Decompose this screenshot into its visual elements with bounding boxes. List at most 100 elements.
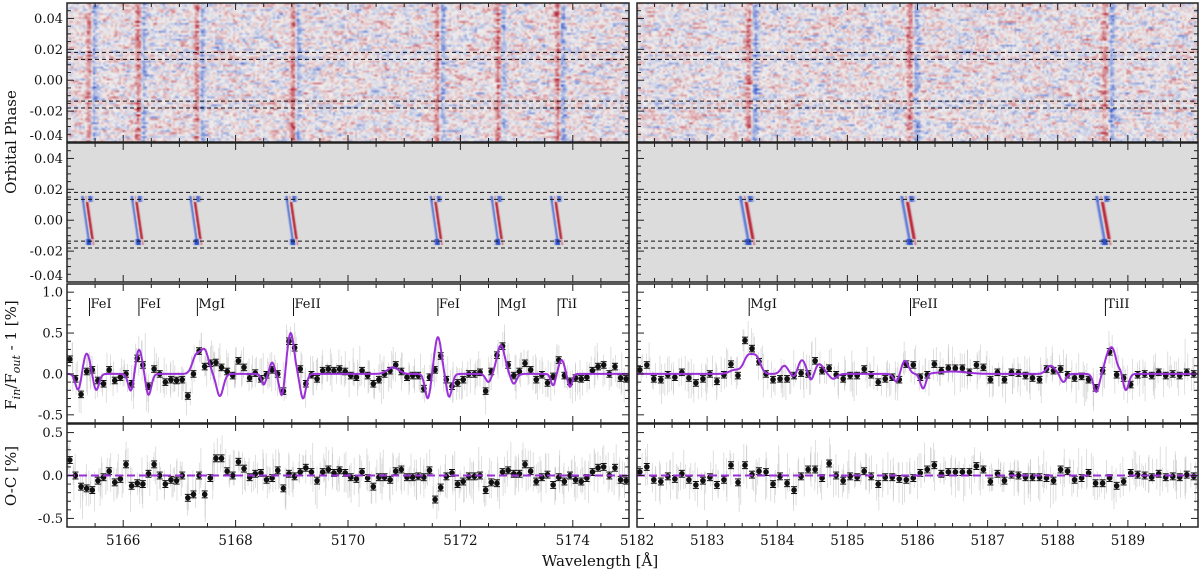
ylabel-in: in — [10, 389, 23, 400]
residual-point — [235, 458, 242, 465]
residual-point — [861, 468, 868, 475]
transmission-point — [735, 372, 741, 379]
y-tick-label: 0.02 — [34, 43, 63, 58]
model-map-right — [637, 143, 1198, 282]
transmission-point — [600, 362, 607, 368]
transmission-point — [111, 377, 118, 384]
residual-point — [945, 469, 952, 475]
transmission-point — [331, 367, 337, 374]
residual-point — [488, 479, 495, 486]
transmission-point — [297, 366, 304, 372]
transmission-point — [623, 376, 629, 382]
x-tick-label: 5172 — [443, 533, 477, 549]
residual-point — [128, 483, 135, 489]
residual-point — [134, 480, 141, 487]
transmission-point — [770, 376, 776, 383]
residual-point — [1057, 466, 1064, 473]
ylabel-out: out — [10, 355, 23, 374]
transmission-point — [201, 363, 208, 370]
panel-frame — [66, 2, 630, 143]
residual-point — [1085, 470, 1092, 476]
transmission-point — [798, 370, 804, 376]
observed-residual-map-left — [67, 3, 629, 142]
transmission-point — [482, 388, 489, 394]
residual-point — [314, 477, 320, 484]
residual-point — [931, 462, 938, 469]
residual-point — [561, 478, 568, 485]
transmission-point — [777, 376, 783, 382]
residual-point — [966, 469, 973, 475]
transmission-point — [1113, 371, 1120, 378]
transmission-point — [910, 362, 917, 368]
residual-point — [658, 478, 664, 485]
residual-point — [637, 469, 643, 475]
transmission-point — [185, 393, 191, 399]
residual-point — [364, 475, 371, 481]
x-tick-label: 5189 — [1111, 533, 1145, 549]
transmission-point — [749, 345, 755, 352]
transmission-point — [213, 359, 219, 366]
transmission-point — [83, 368, 90, 375]
ylabel-tail: - 1 [%] — [2, 300, 20, 355]
residual-point — [162, 481, 169, 487]
transmission-point — [218, 364, 225, 371]
transmission-point — [686, 375, 692, 381]
residual-point — [572, 476, 579, 483]
residual-point — [527, 468, 534, 475]
residual-point — [651, 476, 657, 483]
transmission-point — [1036, 376, 1043, 383]
y-tick-label: 0.02 — [34, 183, 63, 198]
residual-point — [342, 470, 348, 476]
residual-point — [353, 476, 360, 482]
transmission-point — [589, 367, 596, 374]
residual-point — [123, 461, 129, 468]
residual-point — [145, 470, 152, 477]
residual-point — [95, 477, 101, 484]
residual-point — [1043, 475, 1050, 481]
y-tick-label: 0.00 — [34, 214, 63, 229]
residual-point — [819, 475, 825, 481]
transmission-point — [376, 376, 382, 383]
residual-point — [331, 470, 337, 476]
residual-point — [1113, 483, 1120, 489]
panel-frame — [66, 142, 630, 283]
residual-point — [952, 469, 959, 475]
y-tick-label: 1.0 — [42, 286, 63, 301]
transmission-point — [945, 365, 952, 372]
transmission-point — [651, 376, 657, 382]
y-tick-label: -0.04 — [30, 129, 63, 144]
transmission-point — [269, 367, 275, 373]
residual-point — [185, 495, 191, 501]
x-tick-label: 5184 — [760, 533, 794, 549]
line-label-TiI: TiI — [559, 297, 577, 312]
transmission-point — [533, 376, 540, 383]
residual-point — [826, 460, 832, 467]
model-spectrum-line — [637, 346, 1198, 394]
transmission-point — [179, 376, 186, 383]
transmission-point — [162, 379, 169, 385]
transmission-point — [392, 362, 399, 368]
residual-point — [1015, 472, 1022, 479]
transmission-point — [742, 337, 748, 344]
residual-point — [269, 475, 275, 481]
residual-point — [1183, 471, 1190, 478]
transmission-point — [658, 376, 664, 383]
y-axis-label-orbital-phase: Orbital Phase — [2, 90, 20, 194]
x-tick-label: 5185 — [830, 533, 864, 549]
transmission-point — [1057, 366, 1064, 372]
y-tick-label: 0.5 — [42, 327, 63, 342]
residual-point — [274, 467, 281, 474]
residual-point — [589, 469, 596, 475]
transmission-point — [826, 365, 832, 372]
residual-point — [896, 476, 903, 482]
y-axis-label-residuals: O-C [%] — [2, 446, 20, 506]
residual-point — [910, 475, 917, 481]
transmission-point — [987, 376, 994, 383]
transmission-point — [522, 360, 528, 367]
transmission-point — [117, 374, 124, 381]
transmission-point — [1029, 375, 1036, 381]
axes-layer: FeI FeI MgI FeII FeI MgI TiI 0.04 0.02 0.00 -0.02 -… — [30, 2, 1199, 549]
residual-point — [207, 475, 214, 481]
panel-frame — [636, 142, 1199, 283]
transmission-point — [980, 364, 987, 371]
